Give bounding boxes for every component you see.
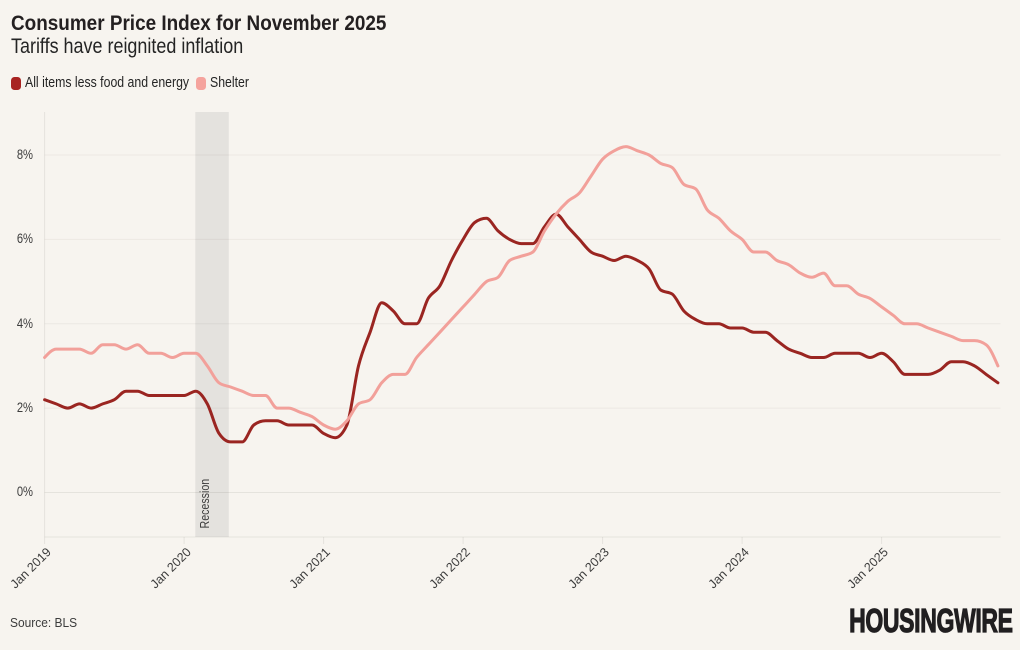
svg-text:Recession: Recession bbox=[197, 479, 212, 529]
